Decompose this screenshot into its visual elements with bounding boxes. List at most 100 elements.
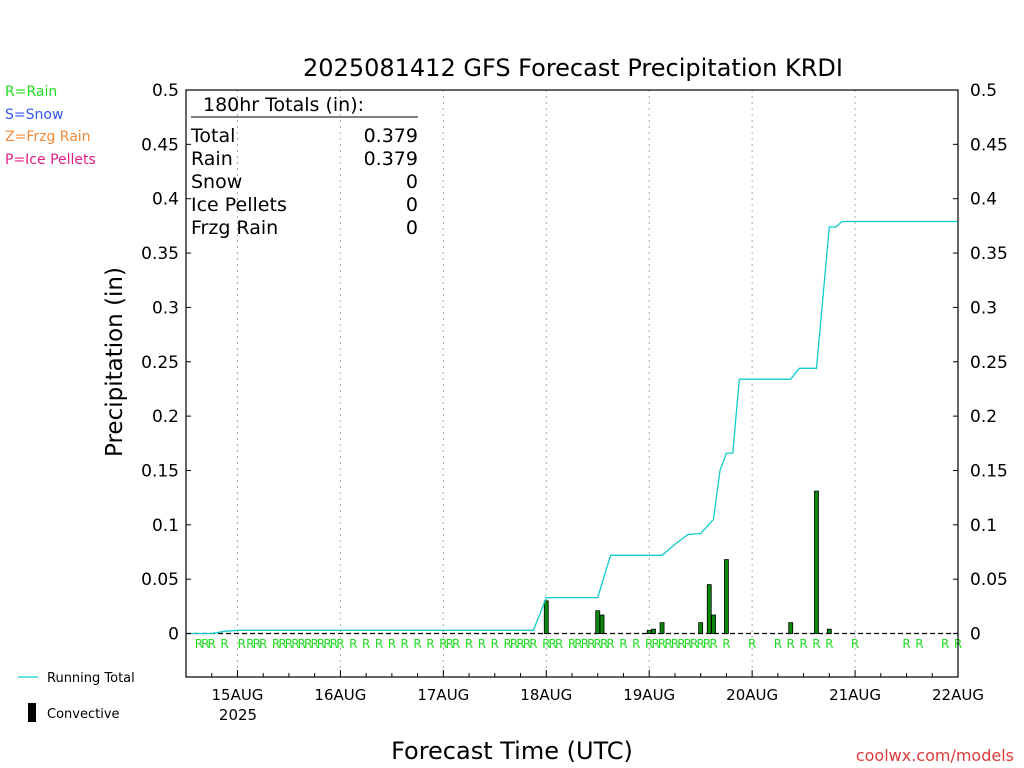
ptype-mark: R (555, 637, 563, 651)
ptype-mark: R (465, 637, 473, 651)
ptype-mark: R (787, 637, 795, 651)
ptype-mark: R (304, 637, 312, 651)
y-tick-label-right: 0 (970, 625, 981, 645)
ptype-mark: R (568, 637, 576, 651)
ptype-mark: R (310, 637, 318, 651)
totals-ice-pellets-value: 0 (406, 194, 418, 216)
ptype-mark: R (510, 637, 518, 651)
y-tick-label-left: 0.05 (141, 570, 179, 590)
ptype-mark: R (401, 637, 409, 651)
totals-rain-label: Rain (191, 148, 233, 170)
ptype-mark: R (238, 637, 246, 651)
ptype-mark: R (542, 637, 550, 651)
ptype-mark: R (516, 637, 524, 651)
convective-bar (788, 622, 794, 634)
ptype-mark: R (748, 637, 756, 651)
ptype-mark: R (208, 637, 216, 651)
ptype-mark: R (452, 637, 460, 651)
ptype-mark: R (246, 637, 254, 651)
plot-frame (185, 89, 959, 678)
x-tick-label-16AUG: 16AUG (314, 686, 366, 704)
ptype-mark: R (323, 637, 331, 651)
ptype-mark: R (195, 637, 203, 651)
x-tick-label-20AUG: 20AUG (726, 686, 778, 704)
convective-bar (651, 628, 656, 634)
y-tick-label-left: 0.5 (152, 81, 179, 101)
ptype-mark: R (677, 637, 685, 651)
ptype-mark: R (349, 637, 357, 651)
convective-bar (659, 622, 665, 634)
ptype-mark: R (812, 637, 820, 651)
totals-frzg-rain-label: Frzg Rain (191, 217, 278, 239)
ptype-mark: R (799, 637, 807, 651)
ptype-mark: R (825, 637, 833, 651)
ptype-mark: R (658, 637, 666, 651)
y-tick-label-left: 0.4 (152, 190, 179, 210)
ptype-mark: R (285, 637, 293, 651)
totals-total-label: Total (190, 125, 235, 147)
ptype-mark: R (491, 637, 499, 651)
y-axis-label: Precipitation (in) (102, 267, 128, 457)
ptype-mark: R (774, 637, 782, 651)
ptype-mark: R (902, 637, 910, 651)
ptype-mark: R (259, 637, 267, 651)
ptype-mark: R (574, 637, 582, 651)
totals-ice-pellets-label: Ice Pellets (191, 194, 287, 216)
legend-snow: S=Snow (5, 107, 63, 123)
ptype-mark: R (690, 637, 698, 651)
ptype-mark: R (696, 637, 704, 651)
x-axis-ticks: 15AUG 16AUG 17AUG 18AUG 19AUG 20AUG 21AUG 22AUG (185, 670, 984, 704)
x-tick-label-17AUG: 17AUG (417, 686, 469, 704)
running-total-line (186, 220, 958, 635)
x-tick-label-18AUG: 18AUG (520, 686, 572, 704)
y-tick-label-left: 0.25 (141, 353, 179, 373)
x-tick-label-15AUG: 15AUG (211, 686, 263, 704)
legend-frzg-rain: Z=Frzg Rain (5, 129, 91, 145)
totals-rain-value: 0.379 (364, 148, 418, 170)
ptype-mark: R (549, 637, 557, 651)
ptype-mark: R (278, 637, 286, 651)
ptype-mark: R (272, 637, 280, 651)
ptype-mark: R (587, 637, 595, 651)
y-tick-label-right: 0.15 (970, 461, 1008, 481)
totals-snow-value: 0 (406, 171, 418, 193)
ptype-mark: R (253, 637, 261, 651)
convective-bar (599, 614, 605, 634)
ptype-mark: R (915, 637, 923, 651)
ptype-mark: R (703, 637, 711, 651)
ptype-mark: R (709, 637, 717, 651)
x-tick-label-22AUG: 22AUG (932, 686, 984, 704)
totals-box: 180hr Totals (in): Total 0.379 Rain 0.37… (190, 94, 418, 239)
y-tick-label-right: 0.1 (970, 516, 997, 536)
y-tick-label-right: 0.25 (970, 353, 1008, 373)
ptype-mark: R (600, 637, 608, 651)
ptype-mark: R (606, 637, 614, 651)
grid-lines (236, 90, 856, 677)
y-tick-label-right: 0.05 (970, 570, 1008, 590)
convective-bar (814, 490, 819, 634)
y-tick-label-left: 0.35 (141, 244, 179, 264)
y-tick-label-left: 0.3 (152, 298, 179, 318)
year-label: 2025 (219, 706, 257, 724)
y-tick-label-right: 0.2 (970, 407, 997, 427)
totals-frzg-rain-value: 0 (406, 217, 418, 239)
ptype-legend: R=Rain S=Snow Z=Frzg Rain P=Ice Pellets (5, 84, 96, 168)
ptype-mark: R (317, 637, 325, 651)
ptype-mark: R (594, 637, 602, 651)
convective-bar (724, 559, 729, 634)
ptype-mark: R (632, 637, 640, 651)
chart-title: 2025081412 GFS Forecast Precipitation KR… (303, 54, 843, 82)
x-tick-label-19AUG: 19AUG (623, 686, 675, 704)
series-legend: Running Total Convective (18, 671, 135, 722)
ptype-mark: R (671, 637, 679, 651)
ptype-mark: R (851, 637, 859, 651)
legend-convective: Convective (47, 707, 120, 722)
ptype-mark: R (529, 637, 537, 651)
y-tick-label-left: 0 (168, 625, 179, 645)
ptype-mark: R (619, 637, 627, 651)
ptype-mark: R (298, 637, 306, 651)
ptype-mark: R (478, 637, 486, 651)
totals-snow-label: Snow (191, 171, 242, 193)
